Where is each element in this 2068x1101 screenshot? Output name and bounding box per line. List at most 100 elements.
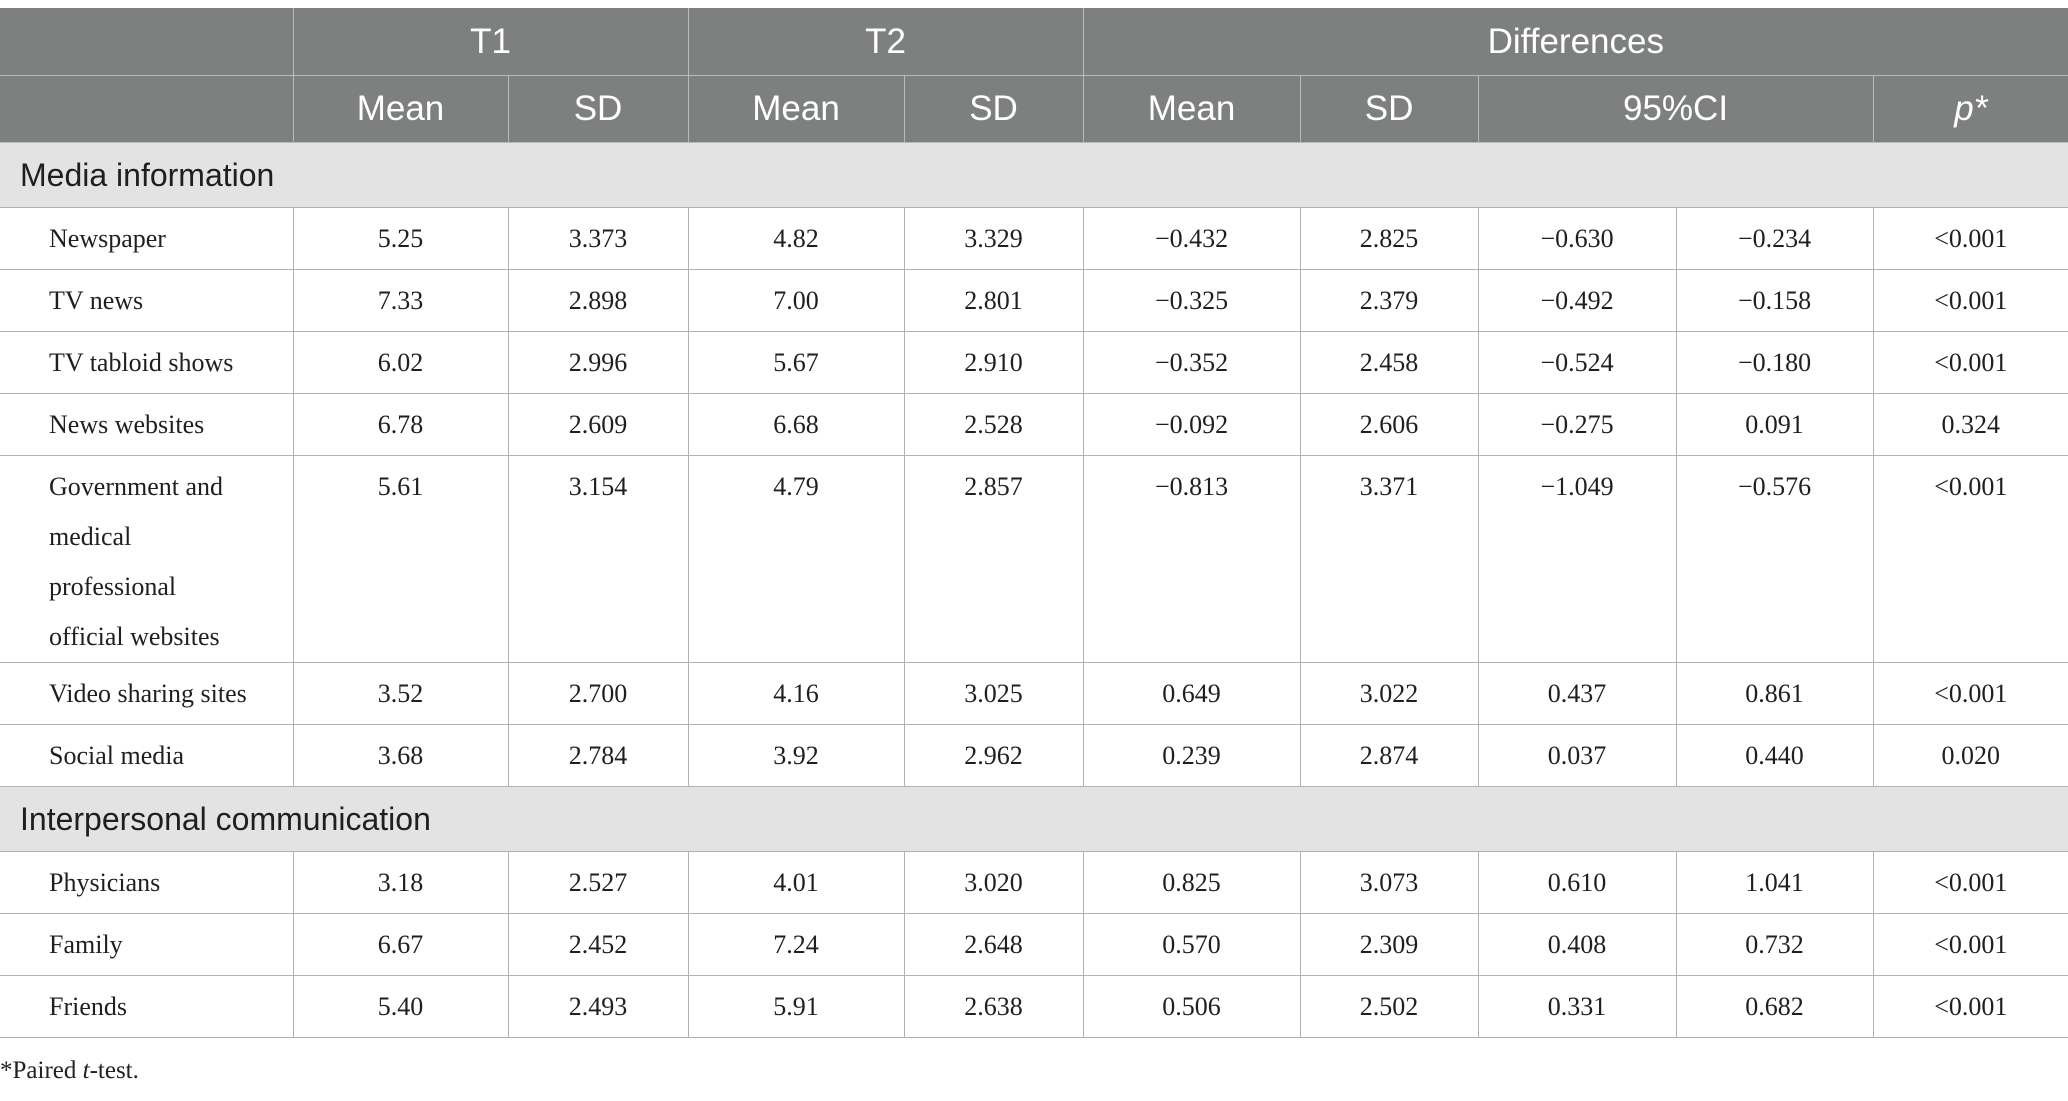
table-cell: 3.329: [903, 207, 1084, 270]
table-cell: 0.020: [1872, 724, 2068, 787]
table-cell: 2.857: [903, 455, 1084, 663]
row-label: Video sharing sites: [0, 662, 294, 725]
table-cell: <0.001: [1872, 913, 2068, 976]
table-cell: 0.037: [1477, 724, 1677, 787]
table-cell: 3.154: [507, 455, 689, 663]
table-row: Physicians 3.18 2.527 4.01 3.020 0.825 3.073 0.…: [0, 851, 2068, 914]
table-cell: −0.275: [1477, 393, 1677, 456]
section-row: Media information: [0, 142, 2068, 208]
table-cell: <0.001: [1872, 975, 2068, 1038]
section-title: Interpersonal communication: [0, 786, 2068, 852]
table-cell: 2.648: [903, 913, 1084, 976]
table-row: Newspaper 5.25 3.373 4.82 3.329 −0.432 2.825 −0…: [0, 207, 2068, 270]
table-cell: 4.79: [687, 455, 905, 663]
table-cell: 0.331: [1477, 975, 1677, 1038]
footnote-suffix: -test.: [89, 1057, 139, 1084]
table-cell: −0.630: [1477, 207, 1677, 270]
table-body: Media information Newspaper 5.25 3.373 4.82 3…: [0, 142, 2068, 1038]
table-cell: 4.16: [687, 662, 905, 725]
table-cell: 2.996: [507, 331, 689, 394]
subheader-t2-sd: SD: [903, 75, 1084, 143]
subheader-t2-mean: Mean: [687, 75, 905, 143]
table-cell: 1.041: [1675, 851, 1874, 914]
table-cell: 0.570: [1082, 913, 1301, 976]
table-cell: 5.61: [292, 455, 509, 663]
table-cell: 5.40: [292, 975, 509, 1038]
table-cell: 2.910: [903, 331, 1084, 394]
section-row: Interpersonal communication: [0, 786, 2068, 852]
table-cell: 3.073: [1299, 851, 1479, 914]
header-group-t1: T1: [292, 8, 689, 76]
table-cell: 0.861: [1675, 662, 1874, 725]
table-cell: 0.091: [1675, 393, 1874, 456]
table-row: Social media 3.68 2.784 3.92 2.962 0.239 2.874…: [0, 724, 2068, 787]
results-table: T1 T2 Differences Mean SD Mean SD Mean S…: [0, 8, 2068, 1038]
table-cell: 4.01: [687, 851, 905, 914]
table-cell: −0.234: [1675, 207, 1874, 270]
table-cell: −0.092: [1082, 393, 1301, 456]
table-cell: 5.25: [292, 207, 509, 270]
table-cell: <0.001: [1872, 269, 2068, 332]
table-cell: 2.493: [507, 975, 689, 1038]
table-cell: −1.049: [1477, 455, 1677, 663]
table-footnote: *Paired t-test.: [0, 1057, 139, 1085]
table-cell: 0.649: [1082, 662, 1301, 725]
header-blank-cell: [0, 8, 293, 76]
row-label: TV tabloid shows: [0, 331, 294, 394]
table-row: TV news 7.33 2.898 7.00 2.801 −0.325 2.379 −0.4…: [0, 269, 2068, 332]
table-cell: 3.18: [292, 851, 509, 914]
table-cell: 5.67: [687, 331, 905, 394]
table-cell: 2.606: [1299, 393, 1479, 456]
table-cell: 6.68: [687, 393, 905, 456]
table-cell: 3.020: [903, 851, 1084, 914]
table-cell: 2.784: [507, 724, 689, 787]
header-group-row: T1 T2 Differences: [0, 8, 2068, 76]
table-cell: 0.682: [1675, 975, 1874, 1038]
header-group-t2: T2: [687, 8, 1084, 76]
table-cell: −0.492: [1477, 269, 1677, 332]
table-cell: 7.24: [687, 913, 905, 976]
table-cell: −0.432: [1082, 207, 1301, 270]
table-cell: 2.452: [507, 913, 689, 976]
row-label: Newspaper: [0, 207, 294, 270]
row-label: Physicians: [0, 851, 294, 914]
table-cell: 2.502: [1299, 975, 1479, 1038]
table-cell: 0.324: [1872, 393, 2068, 456]
table-cell: 2.825: [1299, 207, 1479, 270]
table-cell: −0.158: [1675, 269, 1874, 332]
table-cell: 0.610: [1477, 851, 1677, 914]
table-cell: −0.352: [1082, 331, 1301, 394]
table-cell: −0.576: [1675, 455, 1874, 663]
table-cell: 0.506: [1082, 975, 1301, 1038]
row-label: Family: [0, 913, 294, 976]
row-label: Friends: [0, 975, 294, 1038]
subheader-t1-mean: Mean: [292, 75, 508, 143]
table-cell: 2.801: [903, 269, 1084, 332]
table-cell: <0.001: [1872, 331, 2068, 394]
row-label: News websites: [0, 393, 294, 456]
table-cell: 6.67: [292, 913, 509, 976]
table-cell: 7.33: [292, 269, 509, 332]
row-label: TV news: [0, 269, 294, 332]
subheader-diff-sd: SD: [1299, 75, 1479, 143]
table-cell: 2.898: [507, 269, 689, 332]
table-cell: 7.00: [687, 269, 905, 332]
table-cell: 0.732: [1675, 913, 1874, 976]
table-cell: 2.379: [1299, 269, 1479, 332]
footnote-prefix: *Paired: [0, 1057, 83, 1084]
table-row: News websites 6.78 2.609 6.68 2.528 −0.092 2.6…: [0, 393, 2068, 456]
subheader-t1-sd: SD: [507, 75, 689, 143]
table-cell: 0.437: [1477, 662, 1677, 725]
table-cell: 2.309: [1299, 913, 1479, 976]
table-cell: 2.527: [507, 851, 689, 914]
table-cell: 2.700: [507, 662, 689, 725]
table-cell: 3.373: [507, 207, 689, 270]
table-row: Friends 5.40 2.493 5.91 2.638 0.506 2.502 0.331…: [0, 975, 2068, 1038]
table-cell: 3.371: [1299, 455, 1479, 663]
table-cell: 3.025: [903, 662, 1084, 725]
table-cell: 3.52: [292, 662, 509, 725]
table-cell: 2.962: [903, 724, 1084, 787]
section-title: Media information: [0, 142, 2068, 208]
footnote-italic: t: [82, 1057, 90, 1084]
header-blank-cell: [0, 75, 293, 143]
